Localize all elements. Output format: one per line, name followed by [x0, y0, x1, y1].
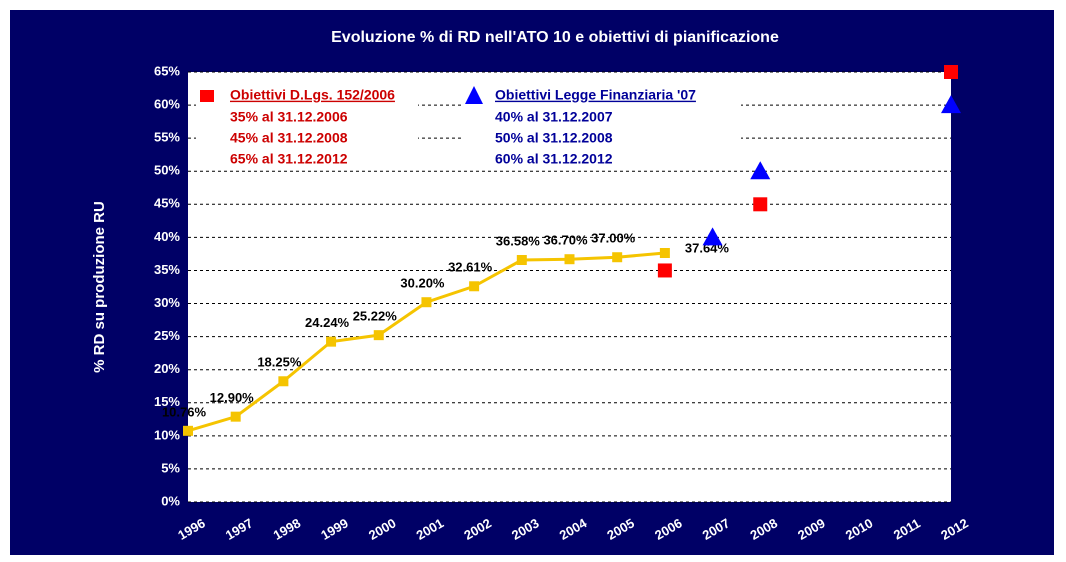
data-label: 32.61%: [448, 260, 493, 275]
legend-label: Obiettivi Legge Finanziaria '07: [495, 87, 696, 103]
legend-note: 65% al 31.12.2012: [230, 151, 348, 167]
data-point: [230, 411, 241, 422]
target-marker: [753, 197, 768, 212]
data-point: [612, 252, 623, 263]
data-point: [421, 297, 432, 308]
target-marker: [944, 65, 958, 79]
y-tick-label: 15%: [154, 394, 180, 409]
legend-background: [461, 84, 741, 170]
data-point: [564, 254, 575, 265]
chart-title: Evoluzione % di RD nell'ATO 10 e obietti…: [331, 29, 779, 46]
y-axis-label: % RD su produzione RU: [91, 201, 108, 373]
data-label: 24.24%: [305, 315, 350, 330]
y-tick-label: 45%: [154, 196, 180, 211]
y-tick-label: 35%: [154, 262, 180, 277]
y-tick-label: 40%: [154, 229, 180, 244]
data-label: 18.25%: [257, 355, 302, 370]
legend-note: 60% al 31.12.2012: [495, 151, 613, 167]
y-tick-label: 10%: [154, 427, 180, 442]
data-point: [326, 336, 337, 347]
target-marker: [750, 161, 771, 180]
legend-note: 50% al 31.12.2008: [495, 130, 613, 146]
legend-note: 40% al 31.12.2007: [495, 109, 613, 125]
y-tick-label: 20%: [154, 361, 180, 376]
y-tick-label: 25%: [154, 328, 180, 343]
legend-label: Obiettivi D.Lgs. 152/2006: [230, 87, 395, 103]
data-point: [659, 247, 670, 258]
target-marker: [941, 95, 961, 114]
marks: 10.76%12.90% 18.25% 24.24% 25.22% 30.20%32.6…: [162, 65, 961, 436]
target-marker: [702, 227, 723, 246]
legend-swatch: [465, 86, 483, 104]
data-point: [516, 255, 527, 266]
data-label: 25.22%: [353, 309, 398, 324]
data-label: 36.58%: [496, 233, 541, 248]
y-tick-label: 5%: [161, 460, 180, 475]
legend-swatch: [200, 90, 214, 102]
y-tick-label: 55%: [154, 130, 180, 145]
target-marker: [657, 263, 672, 278]
data-point: [373, 330, 384, 341]
data-point: [469, 281, 480, 292]
legend-note: 35% al 31.12.2006: [230, 109, 348, 125]
data-label: 12.90%: [210, 390, 255, 405]
legend-note: 45% al 31.12.2008: [230, 130, 348, 146]
y-tick-label: 60%: [154, 97, 180, 112]
y-tick-label: 50%: [154, 163, 180, 178]
y-tick-label: 30%: [154, 295, 180, 310]
y-tick-label: 0%: [161, 493, 180, 508]
data-point: [183, 425, 193, 436]
data-label: 30.20%: [400, 276, 445, 291]
data-point: [278, 376, 289, 387]
data-label: 10.76%: [162, 404, 207, 419]
legend: Obiettivi D.Lgs. 152/2006 35% al 31.12.20…: [196, 84, 741, 170]
y-tick-label: 65%: [154, 63, 180, 78]
data-label: 37.00%: [591, 231, 636, 246]
data-label: 36.70%: [543, 233, 588, 248]
legend-background: [196, 84, 418, 170]
